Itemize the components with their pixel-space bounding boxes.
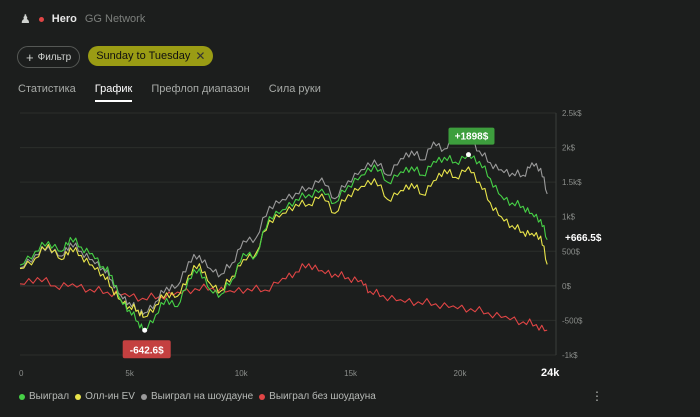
add-filter-button[interactable]: + Фильтр	[17, 46, 81, 68]
series-line-allin-ev	[19, 166, 548, 318]
status-dot-icon	[38, 16, 44, 22]
close-icon[interactable]: ✕	[195, 49, 206, 63]
legend-item-no-showdown[interactable]: Выиграл без шоудауна	[259, 391, 376, 402]
x-tick-label: 5k	[125, 369, 134, 378]
y-tick-label: 2.5k$	[562, 109, 582, 118]
plus-icon: +	[26, 49, 34, 65]
profit-chart: 2.5k$ 2k$ 1.5k$ 1k$ 500$ 0$ -500$ -1k$ 0 5k 10k 15k…	[19, 109, 602, 379]
tab-preflop-range[interactable]: Префлоп диапазон	[151, 83, 250, 95]
end-value-label: +666.5$	[565, 233, 602, 244]
x-tick-label: 24k	[541, 367, 560, 379]
max-point-marker	[465, 152, 471, 158]
min-label-box	[122, 340, 171, 359]
x-tick-label: 10k	[235, 369, 249, 378]
y-tick-label: -1k$	[562, 351, 578, 360]
y-tick-label: 0$	[562, 282, 571, 291]
min-point-marker	[142, 327, 148, 333]
filter-bar: + Фильтр Sunday to Tuesday ✕	[17, 46, 214, 68]
series-line-no-showdown	[19, 263, 548, 332]
y-tick-label: -500$	[562, 316, 583, 325]
y-tick-label: 1k$	[562, 213, 575, 222]
y-tick-label: 500$	[562, 247, 580, 256]
tab-statistics[interactable]: Статистика	[18, 83, 76, 95]
x-tick-label: 0	[19, 369, 24, 378]
x-tick-label: 20k	[454, 369, 468, 378]
more-options-icon[interactable]: ⋮	[591, 389, 603, 403]
date-filter-chip[interactable]: Sunday to Tuesday ✕	[88, 46, 214, 66]
network-name: GG Network	[84, 13, 146, 25]
chip-label: Sunday to Tuesday	[96, 50, 191, 62]
max-label-box	[448, 127, 495, 145]
tab-bar: Статистика График Префлоп диапазон Сила …	[18, 83, 321, 102]
max-label: +1898$	[455, 132, 489, 143]
user-icon[interactable]: ♟	[20, 12, 31, 26]
player-name[interactable]: Hero	[51, 13, 77, 25]
legend-item-showdown[interactable]: Выиграл на шоудауне	[140, 391, 253, 402]
topbar: ♟ Hero GG Network	[20, 10, 145, 28]
legend-item-allin-ev[interactable]: Олл-ин EV	[75, 391, 135, 402]
legend-item-won[interactable]: Выиграл	[19, 391, 69, 402]
min-label: -642.6$	[130, 345, 164, 356]
tab-graph[interactable]: График	[94, 83, 133, 102]
y-tick-label: 1.5k$	[562, 178, 582, 187]
chart-legend: Выиграл Олл-ин EV Выиграл на шоудауне Вы…	[19, 391, 376, 402]
y-tick-label: 2k$	[562, 144, 575, 153]
tab-hand-strength[interactable]: Сила руки	[268, 83, 321, 95]
x-tick-label: 15k	[344, 369, 358, 378]
series-line-won	[19, 154, 548, 331]
add-filter-label: Фильтр	[37, 51, 72, 63]
series-line-showdown	[19, 133, 548, 316]
